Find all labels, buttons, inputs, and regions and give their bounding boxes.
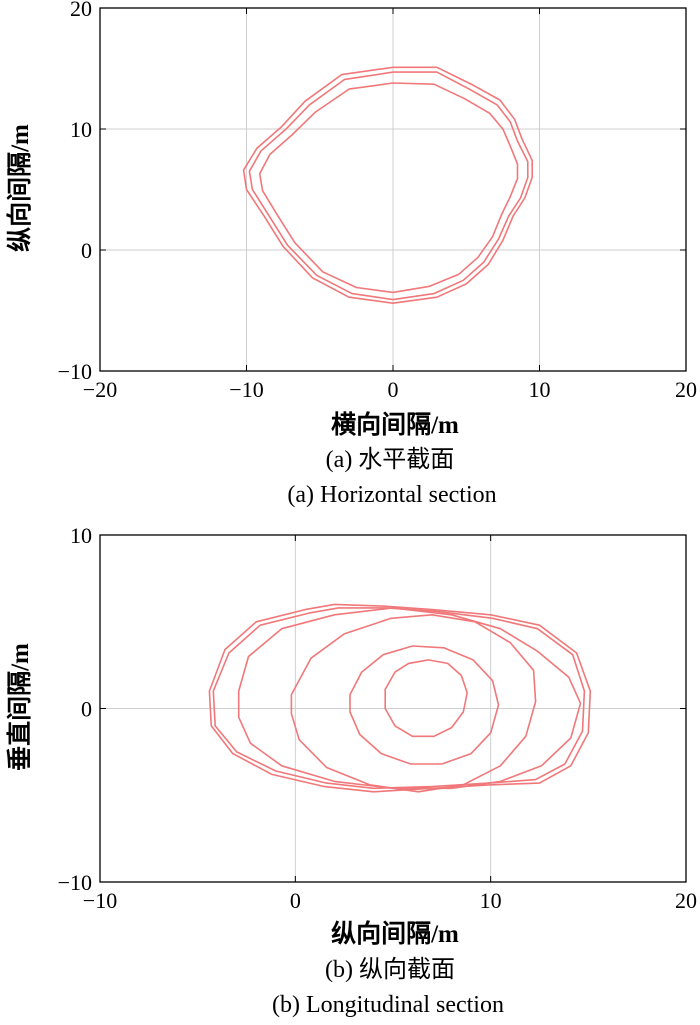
series-lines-horizontal-section [242,66,534,305]
y-tick-label: 0 [81,238,92,263]
x-tick-label: −10 [229,377,263,402]
x-tick-label: 0 [290,888,301,913]
series-lines-longitudinal-section [208,603,592,793]
y-tick-label: 10 [70,117,92,142]
x-tick-label: −10 [83,888,117,913]
x-tick-label: 20 [675,377,697,402]
grid-longitudinal-section [100,535,686,882]
contour-line [384,659,469,738]
contour-line [237,607,582,790]
caption-english: (a) Horizontal section [287,482,496,508]
x-tick-label: 0 [388,377,399,402]
x-axis-label: 横向间隔/m [331,410,459,439]
y-tick-label: −10 [58,359,92,384]
contour-line [290,613,537,793]
x-tick-label: 10 [480,888,502,913]
grid-horizontal-section [100,8,686,371]
caption-chinese: (b) 纵向截面 [325,956,455,983]
y-tick-label: 0 [81,697,92,722]
caption-english: (b) Longitudinal section [272,992,504,1018]
x-tick-label: 20 [675,888,697,913]
y-axis-label: 垂直间隔/m [6,643,34,771]
contour-line [248,71,529,301]
y-tick-label: −10 [58,870,92,895]
contour-line [242,66,534,305]
y-axis-label: 纵向间隔/m [5,124,34,252]
caption-chinese: (a) 水平截面 [326,446,455,473]
ticks-longitudinal-section: −10 0 10 20 −10 0 10 [58,523,697,913]
x-tick-label: −20 [83,377,117,402]
y-tick-label: 20 [70,0,92,21]
contour-line [258,82,519,294]
x-axis-label: 纵向间隔/m [331,919,459,948]
chart-longitudinal-section: −10 0 10 20 −10 0 10 纵向间隔/m 垂直间隔/m (b) 纵向截面 (b… [6,523,697,1018]
contour-line [208,603,592,793]
contour-line [349,645,500,765]
x-tick-label: 10 [529,377,551,402]
contour-line [212,607,586,790]
y-tick-label: 10 [70,523,92,548]
